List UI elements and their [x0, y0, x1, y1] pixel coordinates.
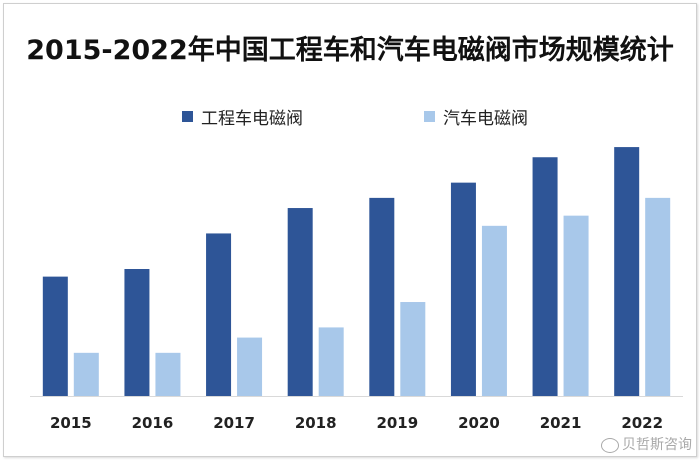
x-tick-label: 2018	[295, 414, 337, 432]
x-tick-label: 2016	[132, 414, 174, 432]
legend-swatch-automotive	[424, 111, 435, 122]
legend-item-automotive: 汽车电磁阀	[424, 104, 528, 129]
x-tick-label: 2021	[540, 414, 582, 432]
legend-label-automotive: 汽车电磁阀	[443, 109, 528, 129]
chart-legend: 工程车电磁阀 汽车电磁阀	[0, 104, 700, 129]
bar-automotive-2016	[155, 352, 181, 396]
bar-automotive-2015	[73, 352, 99, 396]
x-tick-label: 2022	[621, 414, 663, 432]
bar-automotive-2017	[237, 337, 263, 396]
bar-automotive-2018	[318, 327, 344, 396]
watermark: 贝哲斯咨询	[601, 434, 692, 454]
chart-title: 2015-2022年中国工程车和汽车电磁阀市场规模统计	[26, 35, 674, 66]
bar-engineering-2017	[206, 233, 232, 396]
bar-automotive-2019	[400, 302, 426, 396]
x-tick-label: 2015	[50, 414, 92, 432]
legend-swatch-engineering	[182, 111, 193, 122]
bar-engineering-2019	[369, 197, 395, 396]
bar-engineering-2022	[614, 147, 640, 396]
bar-engineering-2020	[450, 182, 476, 396]
legend-label-engineering: 工程车电磁阀	[201, 109, 303, 129]
x-tick-label: 2017	[213, 414, 255, 432]
bar-engineering-2021	[532, 157, 558, 396]
legend-item-engineering: 工程车电磁阀	[182, 104, 303, 129]
x-tick-label: 2020	[458, 414, 500, 432]
bar-engineering-2018	[287, 208, 313, 396]
weibo-icon	[601, 437, 619, 453]
watermark-text: 贝哲斯咨询	[622, 437, 692, 453]
x-tick-label: 2019	[376, 414, 418, 432]
bar-automotive-2021	[563, 215, 589, 396]
bar-engineering-2015	[42, 276, 68, 396]
bar-automotive-2022	[645, 197, 671, 396]
bar-engineering-2016	[124, 269, 150, 396]
bar-automotive-2020	[481, 225, 507, 396]
